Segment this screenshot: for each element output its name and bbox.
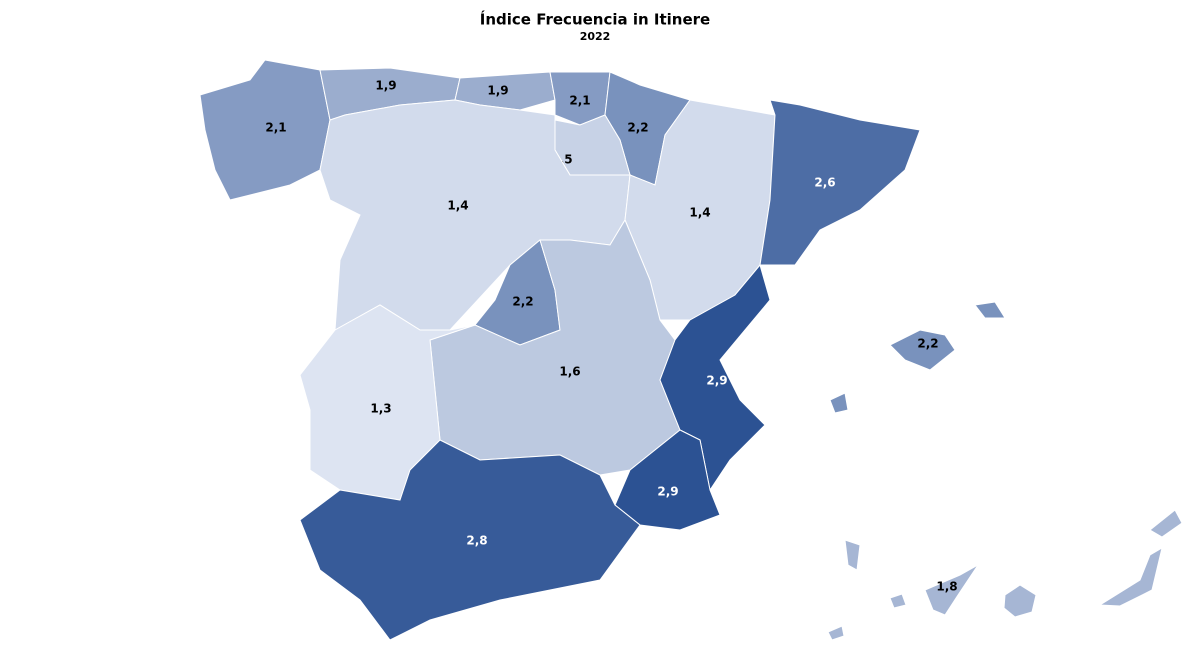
region-value-label: 2,8 — [466, 534, 487, 548]
region — [827, 509, 1183, 641]
region-value-label: 1,4 — [447, 199, 468, 213]
region — [614, 429, 721, 531]
region — [829, 301, 1006, 414]
region-value-label: 1,3 — [370, 402, 391, 416]
region-value-label: 1,6 — [559, 365, 580, 379]
region — [299, 439, 641, 641]
region — [759, 99, 921, 266]
region-value-label: 2,2 — [512, 295, 533, 309]
region-value-label: 1,9 — [375, 79, 396, 93]
map-subtitle: 2022 — [580, 30, 611, 43]
region-value-label: 2,9 — [657, 485, 678, 499]
region-value-label: 2,1 — [265, 121, 286, 135]
region — [429, 218, 681, 476]
region-value-label: 1,4 — [689, 206, 710, 220]
region-value-label: 2,2 — [627, 121, 648, 135]
region-value-label: 2,6 — [814, 176, 835, 190]
region-value-label: 2,1 — [569, 94, 590, 108]
region-value-label: 1,9 — [487, 84, 508, 98]
region-value-label: 2,9 — [706, 374, 727, 388]
map-title: Índice Frecuencia in Itinere — [480, 10, 710, 29]
region-value-label: 2,2 — [917, 337, 938, 351]
region-value-label: 1,8 — [936, 580, 957, 594]
